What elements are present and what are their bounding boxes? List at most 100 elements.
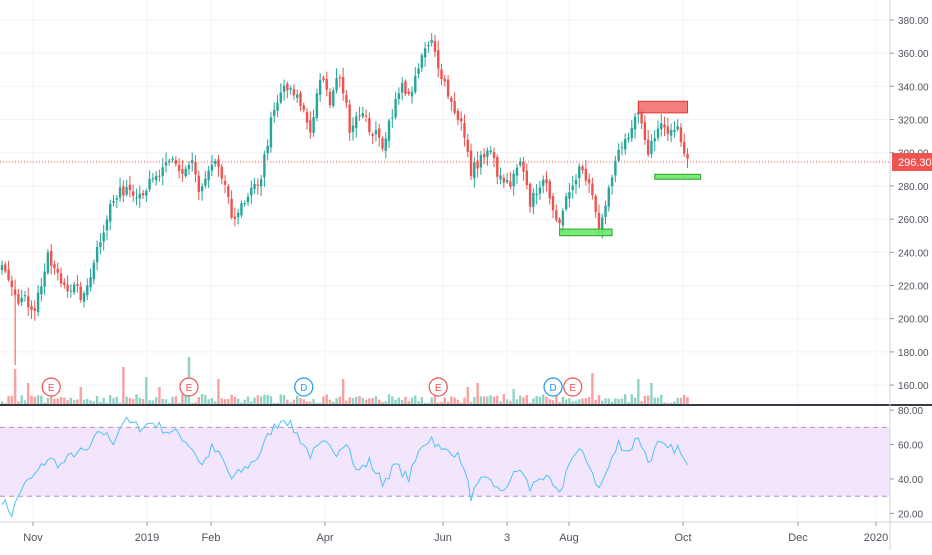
event-marker[interactable]: E [563, 377, 583, 397]
candle-body [387, 120, 391, 141]
volume-bar [286, 399, 289, 405]
volume-bar [200, 394, 204, 405]
candle-body [315, 93, 319, 118]
candle-body [128, 184, 132, 191]
volume-bar [476, 383, 479, 405]
volume-bar [617, 399, 620, 405]
candle-body [607, 187, 610, 207]
candle-body [656, 128, 660, 138]
candle-body [492, 151, 496, 159]
candle-body [286, 83, 289, 91]
time-tick-label: Dec [788, 532, 808, 544]
volume-bar [269, 396, 273, 405]
zones [559, 100, 702, 237]
event-label: E [186, 383, 193, 394]
volume-bar [463, 397, 466, 405]
candle-body [250, 187, 253, 196]
volume-bar [292, 399, 296, 405]
volume-bar [328, 399, 332, 405]
candles [0, 33, 689, 366]
volume-bar [112, 398, 115, 405]
candle-body [118, 187, 122, 198]
candle-body [509, 181, 512, 187]
candle-body [528, 183, 532, 207]
volume-bar [115, 396, 118, 405]
candle-body [40, 286, 43, 295]
candle-body [571, 185, 574, 190]
candle-body [414, 75, 417, 93]
candle-body [417, 68, 420, 74]
volume-bar [89, 400, 92, 405]
candle-body [269, 117, 273, 148]
volume-bar [138, 397, 141, 405]
candle-body [72, 284, 76, 293]
candle-body [207, 170, 210, 181]
candle-body [368, 118, 371, 133]
candle-body [99, 242, 102, 247]
candle-body [502, 177, 506, 183]
candle-body [125, 187, 128, 195]
candle-body [624, 138, 627, 150]
candle-body [535, 193, 538, 196]
candle-body [46, 252, 50, 273]
volume-bar [36, 395, 40, 405]
volume-bar [194, 402, 197, 405]
volume-bar [469, 402, 473, 405]
candle-body [138, 193, 141, 199]
candle-body [259, 179, 263, 187]
rsi-tick-label: 60.00 [898, 441, 923, 452]
price-tick-label: 240.00 [898, 248, 929, 259]
volume-bar [568, 398, 571, 405]
volume-bar [499, 401, 502, 405]
price-tick-label: 180.00 [898, 348, 929, 359]
volume-bar [335, 398, 338, 405]
candle-body [168, 160, 171, 162]
volume-bar [538, 396, 542, 405]
event-marker[interactable]: D [543, 377, 563, 397]
volume-bar [496, 395, 499, 405]
candle-body [296, 94, 299, 98]
volume-bar [151, 400, 155, 405]
volume-bar [502, 394, 506, 405]
volume-bar [168, 402, 171, 405]
candle-body [263, 154, 266, 178]
candle-body [105, 219, 109, 231]
event-marker[interactable]: D [294, 377, 314, 397]
volume-bar [118, 402, 122, 405]
candle-body [86, 285, 89, 296]
volume-bar [594, 399, 597, 405]
price-tick-label: 360.00 [898, 49, 929, 60]
volume-bar [181, 394, 184, 405]
volume-bar [387, 394, 391, 405]
volume-bar [522, 397, 525, 405]
candle-body [33, 308, 36, 312]
candle-body [214, 161, 217, 164]
candle-body [532, 192, 535, 207]
candle-body [427, 44, 430, 47]
candle-body [92, 262, 96, 280]
candle-body [79, 286, 82, 301]
volume-bar [246, 396, 250, 405]
candle-body [305, 112, 309, 123]
candle-body [542, 179, 545, 186]
event-marker[interactable]: E [41, 377, 61, 397]
support-zone [654, 173, 702, 180]
event-marker[interactable]: E [179, 377, 199, 397]
volume-bar [361, 397, 364, 405]
event-marker[interactable]: E [428, 377, 448, 397]
volume-bar [79, 387, 82, 405]
candle-body [578, 166, 581, 179]
candle-body [538, 187, 542, 194]
volume-bar [322, 396, 325, 405]
candle-body [594, 195, 597, 213]
candle-body [20, 297, 23, 303]
volume-bar [86, 398, 89, 405]
volume-bar [630, 394, 633, 405]
volume-bar [256, 395, 260, 405]
candle-body [584, 168, 588, 181]
volume-bar [437, 402, 440, 405]
volume-bar [404, 396, 407, 405]
candle-body [246, 196, 250, 203]
volume-bar [82, 399, 86, 405]
